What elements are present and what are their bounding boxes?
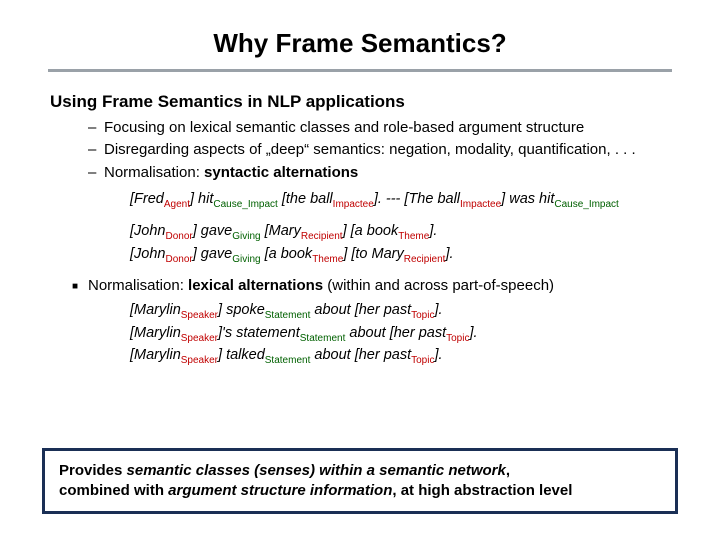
dash-icon: – (88, 163, 104, 183)
example-line: [MarylinSpeaker] talkedStatement about [… (130, 345, 670, 368)
bullet-text: Focusing on lexical semantic classes and… (104, 118, 584, 138)
examples-syntactic: [FredAgent] hitCause_Impact [the ballImp… (50, 189, 670, 212)
subheading: Using Frame Semantics in NLP application… (50, 92, 670, 112)
square-bullet-text: Normalisation: lexical alternations (wit… (88, 277, 554, 294)
summary-box: Provides semantic classes (senses) withi… (42, 448, 678, 515)
example-line: [JohnDonor] gaveGiving [a bookTheme] [to… (130, 244, 670, 267)
bullet-item: – Disregarding aspects of „deep“ semanti… (88, 140, 670, 160)
bullet-list: – Focusing on lexical semantic classes a… (50, 118, 670, 183)
bullet-item: – Normalisation: syntactic alternations (88, 163, 670, 183)
examples-syntactic-2: [JohnDonor] gaveGiving [MaryRecipient] [… (50, 221, 670, 266)
dash-icon: – (88, 140, 104, 160)
slide-title: Why Frame Semantics? (0, 0, 720, 69)
example-line: [FredAgent] hitCause_Impact [the ballImp… (130, 189, 670, 212)
bullet-item: – Focusing on lexical semantic classes a… (88, 118, 670, 138)
dash-icon: – (88, 118, 104, 138)
title-divider (48, 69, 672, 72)
bullet-text: Normalisation: syntactic alternations (104, 163, 358, 183)
example-line: [MarylinSpeaker] spokeStatement about [h… (130, 300, 670, 323)
bullet-text: Disregarding aspects of „deep“ semantics… (104, 140, 636, 160)
square-icon: ■ (72, 277, 88, 294)
example-line: [MarylinSpeaker]'s statementStatement ab… (130, 323, 670, 346)
square-bullet: ■ Normalisation: lexical alternations (w… (50, 277, 670, 294)
content-area: Using Frame Semantics in NLP application… (0, 92, 720, 368)
examples-lexical: [MarylinSpeaker] spokeStatement about [h… (50, 300, 670, 368)
example-line: [JohnDonor] gaveGiving [MaryRecipient] [… (130, 221, 670, 244)
